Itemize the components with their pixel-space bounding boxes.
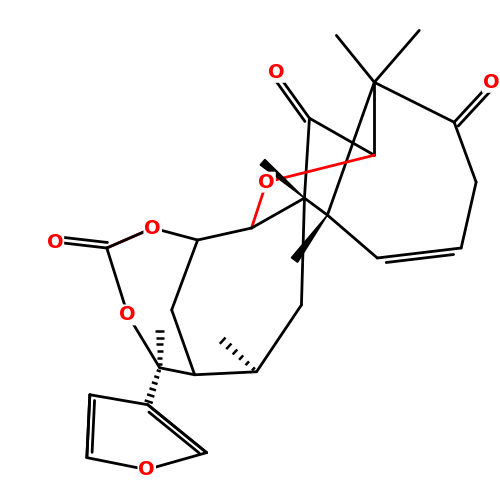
Text: O: O [268,63,285,82]
Text: O: O [144,218,161,238]
Text: O: O [138,460,155,479]
Text: O: O [120,306,136,324]
Text: O: O [483,73,500,92]
Text: O: O [46,232,63,252]
Text: O: O [258,172,275,192]
Polygon shape [260,160,304,198]
Polygon shape [292,215,328,262]
